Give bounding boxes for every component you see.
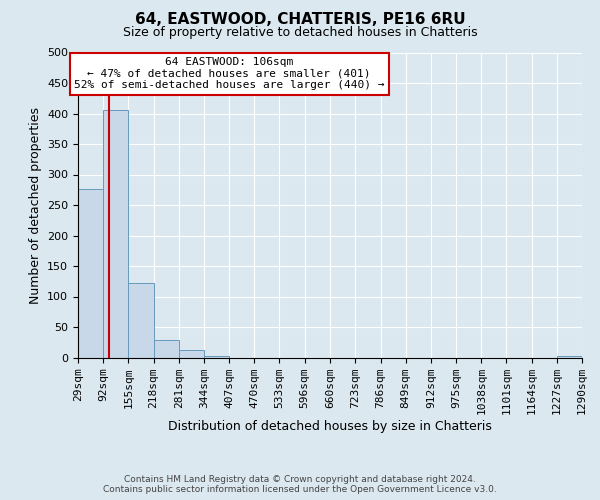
Bar <box>179 350 204 358</box>
Bar <box>128 283 154 358</box>
Text: 64 EASTWOOD: 106sqm
← 47% of detached houses are smaller (401)
52% of semi-detac: 64 EASTWOOD: 106sqm ← 47% of detached ho… <box>74 57 385 90</box>
Text: 64, EASTWOOD, CHATTERIS, PE16 6RU: 64, EASTWOOD, CHATTERIS, PE16 6RU <box>134 12 466 28</box>
Bar <box>557 356 582 358</box>
Y-axis label: Number of detached properties: Number of detached properties <box>29 106 41 304</box>
Bar <box>154 340 179 357</box>
Bar <box>204 356 229 358</box>
X-axis label: Distribution of detached houses by size in Chatteris: Distribution of detached houses by size … <box>168 420 492 433</box>
Text: Size of property relative to detached houses in Chatteris: Size of property relative to detached ho… <box>122 26 478 39</box>
Bar <box>103 110 128 358</box>
Bar <box>78 188 103 358</box>
Text: Contains HM Land Registry data © Crown copyright and database right 2024.
Contai: Contains HM Land Registry data © Crown c… <box>103 474 497 494</box>
